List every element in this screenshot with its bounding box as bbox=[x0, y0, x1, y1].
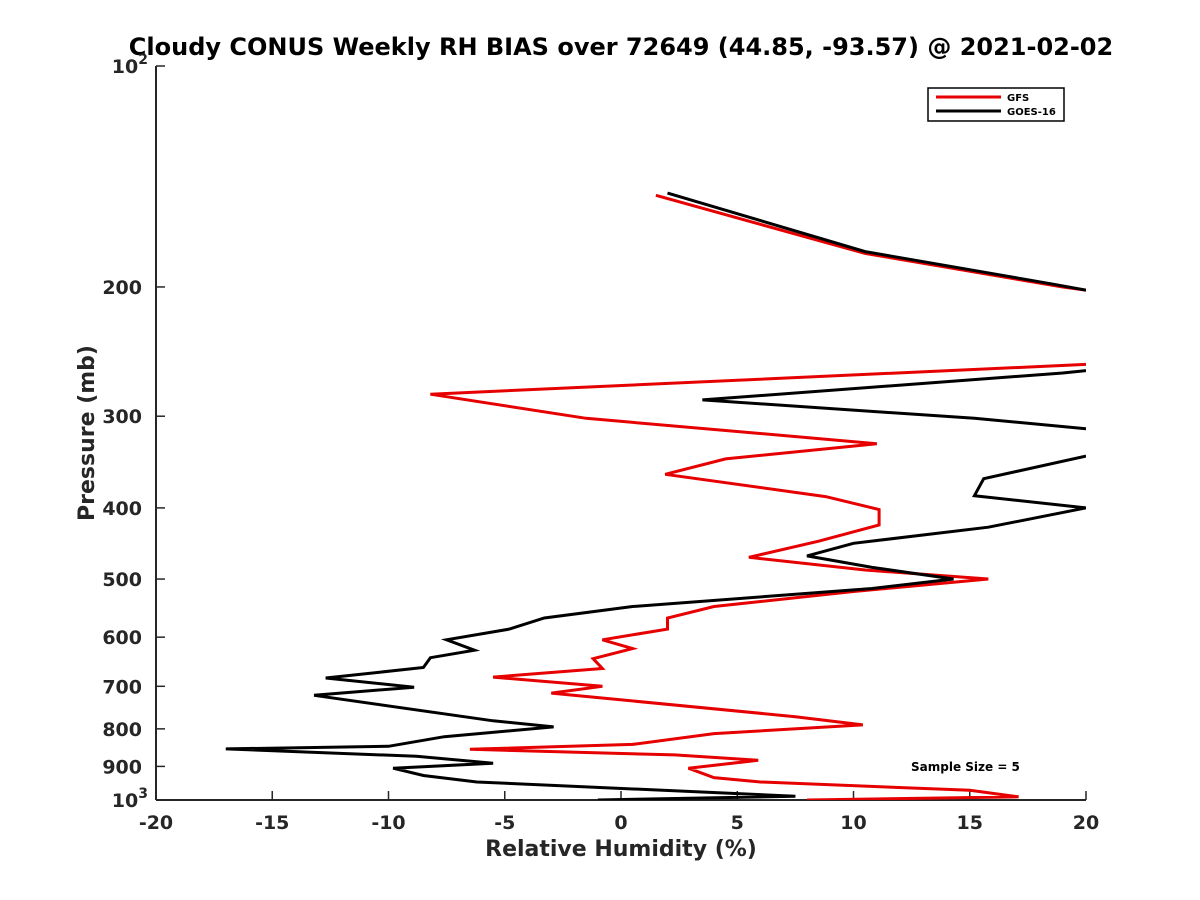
x-tick-label: -20 bbox=[139, 812, 173, 834]
y-tick-label: 700 bbox=[102, 676, 142, 698]
plot-area: -20 -15 -10 -5 0 5 10 15 20 102 200 300 400 500 600 700… bbox=[102, 52, 1099, 834]
y-axis-label: Pressure (mb) bbox=[75, 345, 100, 521]
x-tick-label: -15 bbox=[255, 812, 289, 834]
y-tick-label: 400 bbox=[102, 498, 142, 520]
y-tick-label: 500 bbox=[102, 569, 142, 591]
y-tick-label: 103 bbox=[112, 786, 148, 812]
y-tick-label: 600 bbox=[102, 627, 142, 649]
legend-label-goes16: GOES-16 bbox=[1007, 107, 1056, 118]
y-tick-label: 102 bbox=[112, 52, 148, 78]
x-tick-label: -10 bbox=[371, 812, 405, 834]
x-tick-label: 10 bbox=[840, 812, 866, 834]
y-tick-label: 800 bbox=[102, 719, 142, 741]
x-tick-label: 0 bbox=[614, 812, 627, 834]
series-line-goes16 bbox=[225, 191, 1086, 800]
x-tick-label: 5 bbox=[731, 812, 744, 834]
x-tick-label: 15 bbox=[957, 812, 983, 834]
x-axis-label: Relative Humidity (%) bbox=[485, 837, 757, 862]
x-tick-label: -5 bbox=[494, 812, 515, 834]
legend: GFS GOES-16 bbox=[927, 87, 1065, 122]
y-tick-label: 300 bbox=[102, 406, 142, 428]
x-tick-label: 20 bbox=[1073, 812, 1099, 834]
sample-size-annotation: Sample Size = 5 bbox=[911, 760, 1020, 774]
legend-label-gfs: GFS bbox=[1007, 93, 1029, 104]
y-tick-label: 200 bbox=[102, 277, 142, 299]
chart-title: Cloudy CONUS Weekly RH BIAS over 72649 (… bbox=[129, 33, 1113, 61]
y-tick-label: 900 bbox=[102, 756, 142, 778]
legend-box bbox=[927, 87, 1065, 122]
